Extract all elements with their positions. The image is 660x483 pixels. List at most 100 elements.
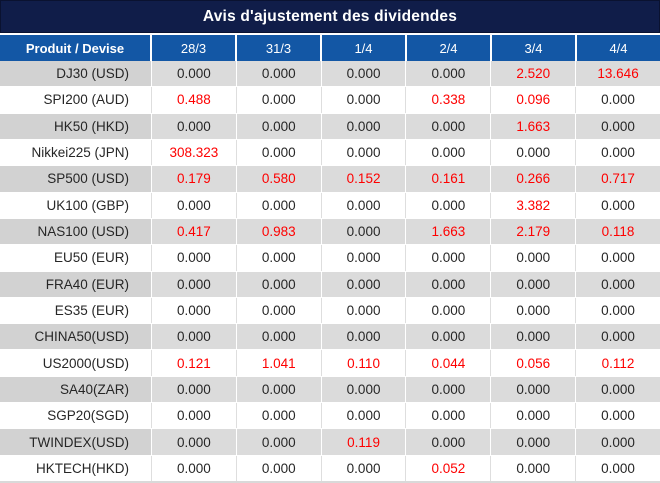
value-cell: 2.179: [491, 218, 577, 245]
value-cell: 0.000: [152, 455, 237, 481]
value-cell: 308.323: [152, 139, 237, 166]
product-cell: NAS100 (USD): [0, 218, 152, 245]
table-body: DJ30 (USD) 0.000 0.000 0.000 0.000 2.520 13.64…: [0, 61, 660, 481]
date-header-cell: 2/4: [407, 35, 492, 61]
value-cell: 0.000: [321, 271, 407, 297]
page-title: Avis d'ajustement des dividendes: [0, 0, 660, 33]
value-cell: 1.041: [236, 350, 322, 376]
value-cell: 0.000: [236, 87, 322, 113]
value-cell: 0.112: [576, 350, 660, 376]
value-cell: 0.983: [236, 218, 322, 245]
product-header-cell: Produit / Devise: [0, 35, 152, 61]
table-header-row: Produit / Devise 28/3 31/3 1/4 2/4 3/4 4/4: [0, 35, 660, 61]
value-cell: 0.000: [406, 113, 492, 139]
value-cell: 0.044: [406, 350, 492, 376]
product-cell: HKTECH(HKD): [0, 455, 152, 481]
value-cell: 1.663: [406, 218, 492, 245]
value-cell: 0.000: [236, 429, 322, 455]
value-cell: 0.000: [152, 403, 237, 429]
value-cell: 0.000: [576, 271, 660, 297]
date-header-cell: 3/4: [492, 35, 577, 61]
value-cell: 0.000: [152, 245, 237, 271]
value-cell: 0.000: [236, 376, 322, 403]
value-cell: 0.338: [406, 87, 492, 113]
value-cell: 0.000: [236, 192, 322, 218]
value-cell: 0.000: [491, 429, 577, 455]
product-cell: ES35 (EUR): [0, 297, 152, 324]
value-cell: 0.000: [236, 113, 322, 139]
product-cell: DJ30 (USD): [0, 61, 152, 87]
value-cell: 0.000: [321, 218, 407, 245]
table-row: TWINDEX(USD) 0.000 0.000 0.119 0.000 0.000 0.0…: [0, 429, 660, 456]
value-cell: 0.580: [236, 166, 322, 192]
value-cell: 0.000: [321, 297, 407, 324]
value-cell: 0.121: [152, 350, 237, 376]
value-cell: 0.000: [321, 455, 407, 481]
value-cell: 0.000: [576, 429, 660, 455]
title-divider: [0, 33, 660, 35]
value-cell: 0.000: [321, 324, 407, 350]
value-cell: 0.000: [152, 429, 237, 455]
value-cell: 3.382: [491, 192, 577, 218]
product-cell: US2000(USD): [0, 350, 152, 376]
value-cell: 0.161: [406, 166, 492, 192]
value-cell: 0.000: [321, 139, 407, 166]
value-cell: 0.000: [321, 403, 407, 429]
value-cell: 0.417: [152, 218, 237, 245]
value-cell: 0.000: [152, 376, 237, 403]
value-cell: 0.000: [406, 139, 492, 166]
table-row: ES35 (EUR) 0.000 0.000 0.000 0.000 0.000 0.000: [0, 297, 660, 325]
value-cell: 0.000: [491, 376, 577, 403]
value-cell: 0.000: [491, 297, 577, 324]
value-cell: 0.000: [576, 455, 660, 481]
value-cell: 0.000: [576, 324, 660, 350]
table-row: US2000(USD) 0.121 1.041 0.110 0.044 0.056 0.11…: [0, 350, 660, 377]
value-cell: 0.488: [152, 87, 237, 113]
date-header-cell: 28/3: [152, 35, 237, 61]
value-cell: 0.000: [152, 192, 237, 218]
table-row: FRA40 (EUR) 0.000 0.000 0.000 0.000 0.000 0.00…: [0, 271, 660, 298]
value-cell: 0.000: [406, 271, 492, 297]
value-cell: 13.646: [576, 61, 660, 87]
table-row: EU50 (EUR) 0.000 0.000 0.000 0.000 0.000 0.000: [0, 245, 660, 272]
product-cell: SP500 (USD): [0, 166, 152, 192]
value-cell: 0.152: [321, 166, 407, 192]
product-cell: UK100 (GBP): [0, 192, 152, 218]
table-row: HKTECH(HKD) 0.000 0.000 0.000 0.052 0.000 0.00…: [0, 455, 660, 481]
value-cell: 0.000: [236, 271, 322, 297]
value-cell: 0.000: [576, 139, 660, 166]
value-cell: 0.000: [406, 192, 492, 218]
value-cell: 0.000: [406, 376, 492, 403]
value-cell: 0.000: [491, 271, 577, 297]
value-cell: 0.179: [152, 166, 237, 192]
value-cell: 0.119: [321, 429, 407, 455]
table-row: SP500 (USD) 0.179 0.580 0.152 0.161 0.266 0.71…: [0, 166, 660, 193]
value-cell: 0.000: [406, 429, 492, 455]
value-cell: 0.000: [321, 245, 407, 271]
product-cell: HK50 (HKD): [0, 113, 152, 139]
table-row: SGP20(SGD) 0.000 0.000 0.000 0.000 0.000 0.000: [0, 403, 660, 430]
value-cell: 0.000: [152, 297, 237, 324]
value-cell: 0.000: [236, 245, 322, 271]
value-cell: 0.000: [321, 113, 407, 139]
value-cell: 0.056: [491, 350, 577, 376]
value-cell: 0.052: [406, 455, 492, 481]
product-cell: EU50 (EUR): [0, 245, 152, 271]
date-header-cell: 31/3: [237, 35, 322, 61]
product-cell: FRA40 (EUR): [0, 271, 152, 297]
value-cell: 0.000: [491, 403, 577, 429]
value-cell: 0.000: [236, 403, 322, 429]
table-row: UK100 (GBP) 0.000 0.000 0.000 0.000 3.382 0.00…: [0, 192, 660, 219]
value-cell: 0.110: [321, 350, 407, 376]
value-cell: 0.000: [406, 403, 492, 429]
table-row: SPI200 (AUD) 0.488 0.000 0.000 0.338 0.096 0.0…: [0, 87, 660, 114]
value-cell: 0.000: [236, 61, 322, 87]
date-header-cell: 1/4: [322, 35, 407, 61]
value-cell: 0.118: [576, 218, 660, 245]
value-cell: 0.000: [576, 297, 660, 324]
value-cell: 0.000: [236, 297, 322, 324]
value-cell: 0.000: [152, 271, 237, 297]
product-cell: SGP20(SGD): [0, 403, 152, 429]
value-cell: 0.000: [491, 139, 577, 166]
